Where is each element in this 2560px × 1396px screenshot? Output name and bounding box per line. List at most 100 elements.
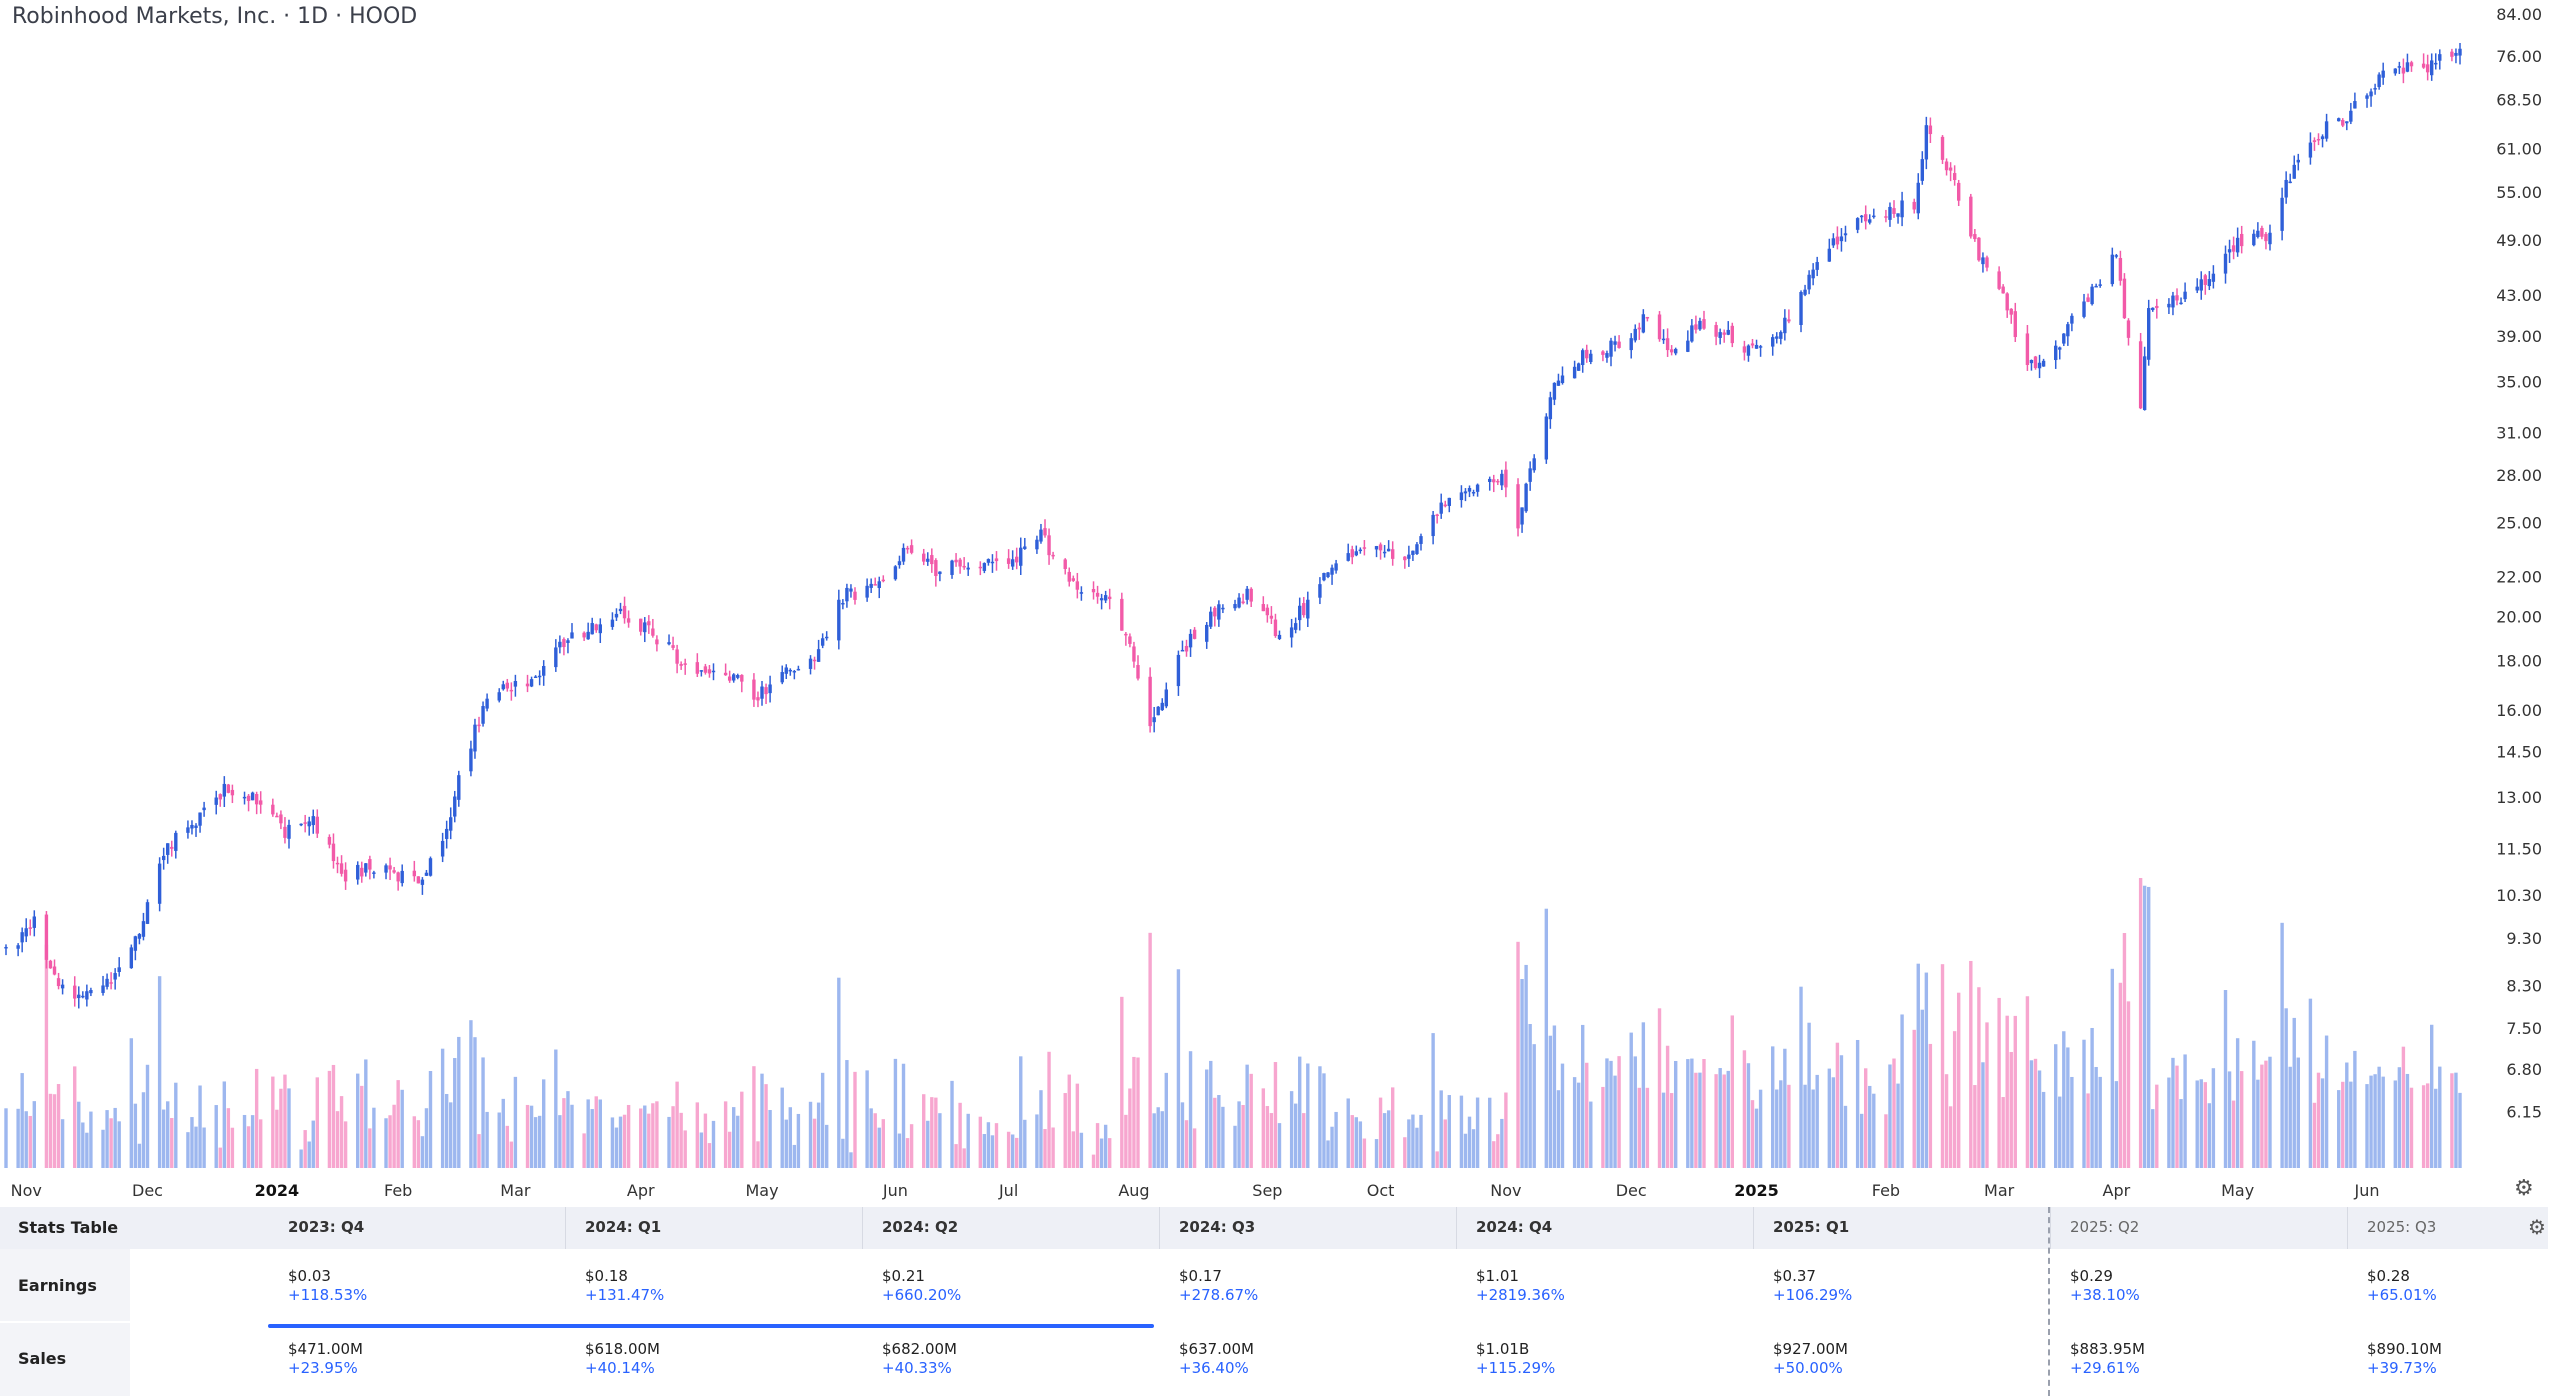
volume-bar — [2320, 1078, 2325, 1168]
volume-bar — [647, 1113, 651, 1168]
candle-body — [250, 792, 255, 801]
candle-body — [1079, 592, 1084, 594]
quarter-header: 2024: Q3 — [1179, 1218, 1256, 1236]
quarter-header: 2024: Q2 — [882, 1218, 959, 1236]
gear-icon[interactable]: ⚙ — [2514, 1176, 2534, 1201]
candle-body — [732, 674, 736, 681]
volume-bar — [1047, 1051, 1051, 1168]
stats-table: Stats Table Earnings Sales 2023: Q4 $0.03… — [0, 1207, 2560, 1396]
volume-bar — [1107, 1138, 1112, 1168]
candle-body — [2308, 142, 2313, 158]
volume-bar — [853, 1071, 857, 1168]
volume-bar — [24, 1111, 28, 1168]
volume-bar — [2138, 878, 2143, 1168]
candle-body — [865, 585, 869, 598]
volume-bar — [113, 1107, 117, 1168]
candle-body — [796, 668, 801, 671]
candle-body — [1386, 548, 1391, 552]
volume-bar — [796, 1113, 801, 1168]
volume-bar — [218, 1147, 222, 1168]
volume-bar — [1504, 1092, 1508, 1168]
volume-bar — [958, 1102, 962, 1168]
candle-body — [360, 867, 364, 877]
volume-bar — [1657, 1008, 1662, 1168]
volume-bar — [845, 1060, 849, 1168]
candle-body — [1637, 327, 1642, 330]
candle-body — [449, 817, 453, 831]
quarter-highlight-line — [268, 1324, 1154, 1328]
sales-change: +40.14% — [585, 1359, 655, 1377]
volume-bar — [1633, 1056, 1637, 1168]
candle-body — [2373, 88, 2377, 90]
volume-bar — [812, 1118, 817, 1168]
gear-icon[interactable]: ⚙ — [2528, 1215, 2546, 1239]
earnings-change: +65.01% — [2367, 1286, 2437, 1304]
x-tick-label: Aug — [1118, 1181, 1149, 1200]
candle-body — [1277, 634, 1282, 640]
volume-bar — [1079, 1132, 1084, 1168]
sales-value: $618.00M — [585, 1340, 660, 1358]
candle-body — [824, 636, 829, 639]
candle-body — [335, 862, 340, 865]
volume-bar — [2195, 1080, 2199, 1168]
y-tick-label: 35.00 — [2496, 372, 2542, 391]
candle-body — [1912, 201, 1916, 210]
volume-bar — [1269, 1113, 1274, 1168]
volume-bar — [1787, 1084, 1791, 1168]
x-tick-label: Jun — [2354, 1181, 2380, 1200]
candle-body — [2425, 64, 2430, 73]
volume-bar — [1524, 964, 1528, 1168]
candle-body — [2341, 119, 2345, 126]
volume-bar — [954, 1144, 958, 1168]
volume-bar — [1585, 1062, 1589, 1168]
candle-body — [2090, 286, 2094, 305]
candle-body — [364, 863, 368, 873]
candle-body — [1152, 717, 1156, 723]
candle-body — [28, 927, 32, 929]
earnings-value: $0.21 — [882, 1267, 925, 1285]
volume-bar — [1722, 1074, 1726, 1168]
candle-body — [1475, 484, 1480, 492]
column-separator — [2347, 1207, 2348, 1249]
volume-bar — [760, 1073, 764, 1168]
volume-bar — [994, 1123, 999, 1168]
volume-bar — [1419, 1114, 1423, 1168]
volume-bar — [368, 1128, 372, 1168]
column-separator — [1159, 1207, 1160, 1249]
volume-bar — [2365, 1084, 2369, 1168]
volume-bar — [2256, 1079, 2260, 1168]
volume-bar — [1298, 1056, 1302, 1168]
candle-body — [2284, 179, 2288, 198]
volume-bar — [424, 1108, 429, 1168]
candle-body — [1010, 559, 1015, 567]
volume-bar — [1322, 1073, 1326, 1168]
candle-body — [1047, 535, 1051, 556]
candle-body — [1572, 366, 1577, 379]
volume-bar — [1544, 908, 1549, 1168]
volume-bar — [1872, 1093, 1876, 1168]
candle-body — [1532, 458, 1536, 471]
volume-bar — [513, 1076, 518, 1168]
candle-body — [166, 843, 170, 855]
candle-body — [1273, 619, 1278, 636]
volume-bar — [505, 1125, 510, 1168]
candle-body — [2312, 140, 2317, 143]
quarter-header: 2025: Q3 — [2367, 1218, 2437, 1236]
candle-body — [1690, 325, 1694, 342]
volume-bar — [1601, 1086, 1605, 1168]
volume-bar — [671, 1106, 675, 1168]
candle-body — [202, 807, 206, 811]
candle-body — [271, 804, 275, 815]
candle-body — [1221, 607, 1225, 610]
volume-bar — [1888, 1064, 1892, 1168]
candle-body — [926, 558, 930, 562]
price-chart[interactable]: 84.00 76.00 68.50 61.00 55.00 49.00 43.00 39.00… — [0, 0, 2560, 1207]
candle-body — [873, 584, 877, 586]
volume-bar — [736, 1115, 740, 1168]
candle-body — [756, 697, 760, 701]
volume-bar — [723, 1101, 728, 1168]
candle-body — [1128, 636, 1132, 644]
volume-bar — [105, 1110, 109, 1168]
volume-bar — [2296, 1057, 2300, 1168]
y-tick-label: 16.00 — [2496, 701, 2542, 720]
